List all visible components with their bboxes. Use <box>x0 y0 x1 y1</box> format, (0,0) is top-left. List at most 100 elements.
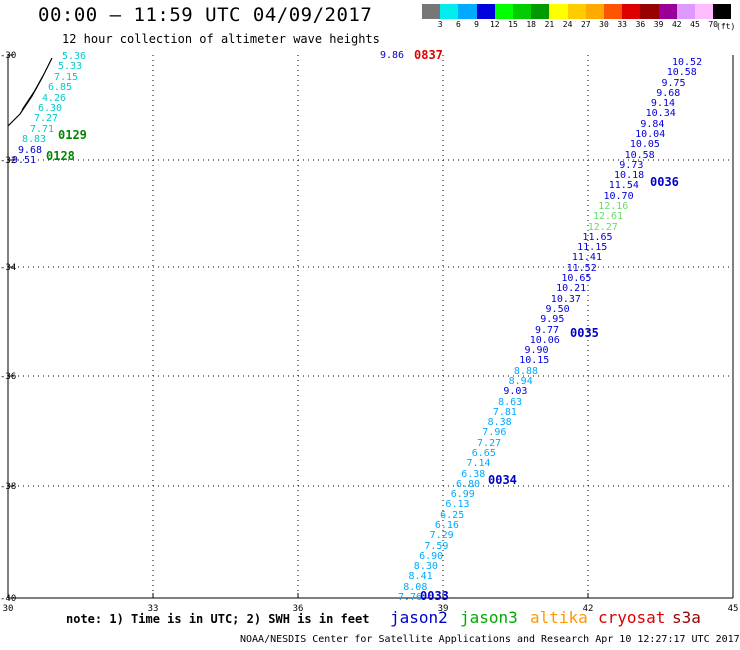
track-value: 9.51 <box>12 155 37 166</box>
page-title: 00:00 – 11:59 UTC 04/09/2017 <box>38 4 373 26</box>
track-value: 7.14 <box>466 458 491 470</box>
colorbar-swatch <box>658 4 677 19</box>
colorbar-swatch <box>440 4 459 19</box>
colorbar-swatch <box>695 4 714 19</box>
colorbar-swatch <box>549 4 568 19</box>
track-value: 10.05 <box>629 139 660 151</box>
satellite-altika: altika <box>530 608 588 627</box>
colorbar-label: 45 <box>690 20 700 29</box>
track-value: 9.73 <box>619 159 644 171</box>
track-value: 9.90 <box>524 345 549 357</box>
colorbar-swatch <box>622 4 641 19</box>
track-value: 6.65 <box>471 447 496 459</box>
track-value: 10.21 <box>556 283 587 295</box>
track-time: 0034 <box>488 473 517 487</box>
track-value: 11.15 <box>577 242 608 254</box>
track-value: 12.27 <box>587 221 618 233</box>
lon-tick-label: 42 <box>583 604 594 614</box>
track-value: 10.52 <box>672 57 703 68</box>
lon-tick-label: 39 <box>438 604 449 614</box>
track-value: 8.08 <box>403 581 428 593</box>
track-value: 4.26 <box>42 92 67 104</box>
track-value: 9.77 <box>535 324 560 336</box>
track-value: 11.52 <box>566 262 597 274</box>
track-value: 8.41 <box>408 571 433 583</box>
colorbar-label: 18 <box>526 20 536 29</box>
track-value: 7.96 <box>482 427 507 439</box>
track-value: 6.85 <box>48 82 73 94</box>
track-value: 6.99 <box>450 489 475 501</box>
track-value: 9.03 <box>503 386 528 398</box>
track-value: 9.68 <box>18 144 43 156</box>
colorbar-label: 24 <box>562 20 573 29</box>
track-value: 8.88 <box>513 365 539 377</box>
track-time: 0035 <box>570 326 599 340</box>
satellite-jason2: jason2 <box>390 608 448 627</box>
track-value: 8.83 <box>22 134 47 146</box>
colorbar-swatch <box>676 4 695 19</box>
track-time: 0033 <box>420 589 449 603</box>
track-value: 12.16 <box>598 201 629 213</box>
lon-tick-label: 45 <box>728 604 739 614</box>
page-subtitle: 12 hour collection of altimeter wave hei… <box>62 32 380 46</box>
colorbar-swatch <box>585 4 604 19</box>
colorbar-label: 9 <box>474 20 479 29</box>
colorbar-swatch <box>567 4 586 19</box>
track-value: 6.90 <box>419 550 444 562</box>
track-value: 6.16 <box>434 519 459 531</box>
track-value: 8.30 <box>413 561 438 573</box>
track-value: 7.59 <box>424 540 449 552</box>
colorbar-swatch <box>604 4 623 19</box>
colorbar-swatch <box>531 4 550 19</box>
colorbar-swatch <box>513 4 532 19</box>
track-value: 6.30 <box>38 103 63 114</box>
colorbar-label: 42 <box>671 20 682 29</box>
lon-tick-label: 30 <box>3 604 14 614</box>
colorbar-label: 33 <box>617 20 627 29</box>
track-value: 9.95 <box>540 314 565 326</box>
track-value: 7.27 <box>477 437 502 449</box>
track-value: 6.80 <box>455 478 481 490</box>
coastline <box>7 57 53 127</box>
track-value: 5.33 <box>58 61 83 73</box>
lat-tick-label: -40 <box>0 594 16 604</box>
colorbar-label: 15 <box>508 20 518 29</box>
track-value: 10.58 <box>624 149 655 161</box>
track-value: 8.38 <box>487 417 512 429</box>
colorbar-label: 12 <box>489 20 500 29</box>
track-value: 7.15 <box>54 71 79 83</box>
track-value: 7.27 <box>34 113 59 125</box>
track-value: 9.68 <box>656 87 681 99</box>
lon-tick-label: 36 <box>293 604 304 614</box>
credit-line: NOAA/NESDIS Center for Satellite Applica… <box>240 634 740 645</box>
satellite-jason3: jason3 <box>460 608 518 627</box>
track-time: 0128 <box>46 149 75 163</box>
colorbar-swatch <box>422 4 441 19</box>
satellite-cryosat: cryosat <box>598 608 666 627</box>
track-value: 7.81 <box>492 406 517 418</box>
track-value: 9.86 <box>380 50 405 61</box>
track-value: 11.54 <box>608 180 639 192</box>
track-value: 12.61 <box>592 211 624 223</box>
track-value: 6.38 <box>461 468 486 480</box>
track-value: 7.71 <box>30 123 55 135</box>
track-value: 7.76 <box>398 592 423 603</box>
track-value: 10.04 <box>635 129 666 141</box>
track-value: 11.41 <box>571 252 602 264</box>
colorbar-label: 21 <box>544 20 555 29</box>
track-value: 10.15 <box>519 355 550 367</box>
track-value: 5.36 <box>62 51 87 62</box>
track-value: 9.75 <box>661 77 686 89</box>
colorbar-label: 6 <box>455 20 461 29</box>
track-value: 8.94 <box>508 375 533 387</box>
colorbar-unit: (ft) <box>716 22 736 31</box>
track-value: 9.84 <box>640 118 665 130</box>
track-time: 0837 <box>414 48 443 62</box>
colorbar-swatch <box>458 4 477 19</box>
track-value: 10.65 <box>561 273 592 285</box>
colorbar-swatch <box>640 4 659 19</box>
track-value: 10.37 <box>550 293 581 305</box>
track-value: 10.34 <box>645 108 676 120</box>
